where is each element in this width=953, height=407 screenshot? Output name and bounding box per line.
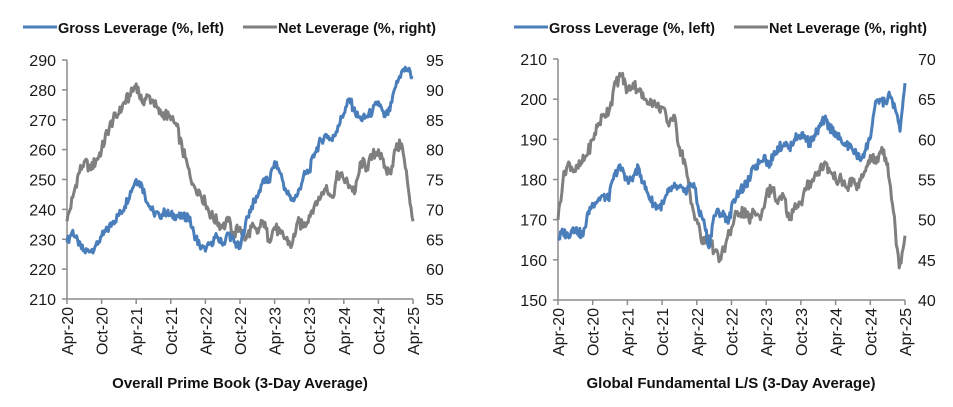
chart-title: Global Fundamental L/S (3-Day Average): [587, 375, 876, 392]
y-axis-left: 210 220 230 240 250 260 270 280 290: [29, 53, 68, 309]
overall-prime-book-chart: Gross Leverage (%, left) Net Leverage (%…: [23, 21, 444, 392]
x-tick-label: Apr-21: [620, 308, 637, 356]
x-tick-label: Oct-20: [95, 307, 112, 355]
y-tick-label-left: 160: [520, 253, 547, 270]
x-tick-label: Oct-23: [794, 308, 811, 356]
x-axis: Apr-20 Oct-20 Apr-21 Oct-21 Apr-22 Oct-22 Apr-…: [60, 298, 423, 355]
x-tick-label: Apr-25: [898, 308, 915, 356]
y-tick-label-right: 70: [918, 52, 936, 69]
x-tick-label: Oct-23: [302, 307, 319, 355]
y-tick-label-right: 55: [918, 173, 936, 190]
x-tick-label: Oct-20: [586, 308, 603, 356]
y-tick-label-right: 95: [426, 53, 444, 70]
global-fundamental-ls-chart: Gross Leverage (%, left) Net Leverage (%…: [514, 21, 936, 392]
x-tick-label: Apr-24: [337, 307, 354, 355]
x-tick-label: Oct-21: [655, 308, 672, 356]
y-tick-label-left: 230: [29, 232, 56, 249]
y-tick-label-right: 70: [426, 202, 444, 219]
y-tick-label-right: 65: [426, 232, 444, 249]
x-tick-label: Apr-21: [129, 307, 146, 355]
legend-label-net: Net Leverage (%, right): [278, 21, 436, 37]
x-tick-label: Oct-24: [371, 307, 388, 355]
y-axis-left: 150 160 170 180 190 200 210: [520, 52, 559, 310]
y-tick-label-right: 45: [918, 253, 936, 270]
x-tick-label: Apr-23: [759, 308, 776, 356]
y-tick-label-left: 170: [520, 213, 547, 230]
x-tick-label: Apr-24: [829, 308, 846, 356]
y-tick-label-left: 210: [29, 292, 56, 309]
x-tick-label: Oct-21: [164, 307, 181, 355]
x-tick-label: Oct-24: [863, 308, 880, 356]
y-tick-label-left: 190: [520, 132, 547, 149]
gross-leverage-line: [557, 82, 907, 250]
y-tick-label-left: 270: [29, 113, 56, 130]
y-tick-label-left: 220: [29, 262, 56, 279]
y-tick-label-left: 210: [520, 52, 547, 69]
y-tick-label-right: 85: [426, 113, 444, 130]
y-axis-right: 55 60 65 70 75 80 85 90 95: [426, 53, 444, 309]
net-leverage-line: [556, 71, 907, 270]
legend: Gross Leverage (%, left) Net Leverage (%…: [23, 21, 436, 37]
y-tick-label-right: 65: [918, 92, 936, 109]
x-axis: Apr-20 Oct-20 Apr-21 Oct-21 Apr-22 Oct-22 Apr-…: [551, 299, 915, 356]
legend-label-net: Net Leverage (%, right): [769, 21, 927, 37]
gross-leverage-line: [65, 65, 414, 255]
x-tick-label: Apr-25: [406, 307, 423, 355]
x-tick-label: Oct-22: [233, 307, 250, 355]
legend-label-gross: Gross Leverage (%, left): [58, 21, 224, 37]
y-tick-label-right: 40: [918, 293, 936, 310]
x-tick-label: Apr-20: [60, 307, 77, 355]
y-axis-right: 40 45 50 55 60 65 70: [918, 52, 936, 310]
net-leverage-line: [65, 82, 415, 250]
y-tick-label-left: 250: [29, 173, 56, 190]
y-tick-label-right: 50: [918, 213, 936, 230]
y-tick-label-right: 60: [918, 132, 936, 149]
y-tick-label-left: 290: [29, 53, 56, 70]
y-tick-label-left: 240: [29, 202, 56, 219]
y-tick-label-right: 80: [426, 143, 444, 160]
x-tick-label: Apr-22: [198, 307, 215, 355]
y-tick-label-left: 280: [29, 83, 56, 100]
y-tick-label-right: 60: [426, 262, 444, 279]
y-tick-label-right: 55: [426, 292, 444, 309]
x-tick-label: Apr-22: [690, 308, 707, 356]
series-group: [65, 65, 415, 255]
y-tick-label-left: 200: [520, 92, 547, 109]
legend-label-gross: Gross Leverage (%, left): [549, 21, 715, 37]
y-tick-label-right: 90: [426, 83, 444, 100]
series-group: [556, 71, 907, 270]
y-tick-label-left: 260: [29, 143, 56, 160]
legend: Gross Leverage (%, left) Net Leverage (%…: [514, 21, 927, 37]
y-tick-label-left: 150: [520, 293, 547, 310]
chart-title: Overall Prime Book (3-Day Average): [112, 375, 368, 392]
x-tick-label: Apr-23: [268, 307, 285, 355]
x-tick-label: Apr-20: [551, 308, 568, 356]
y-tick-label-right: 75: [426, 173, 444, 190]
y-tick-label-left: 180: [520, 173, 547, 190]
x-tick-label: Oct-22: [725, 308, 742, 356]
